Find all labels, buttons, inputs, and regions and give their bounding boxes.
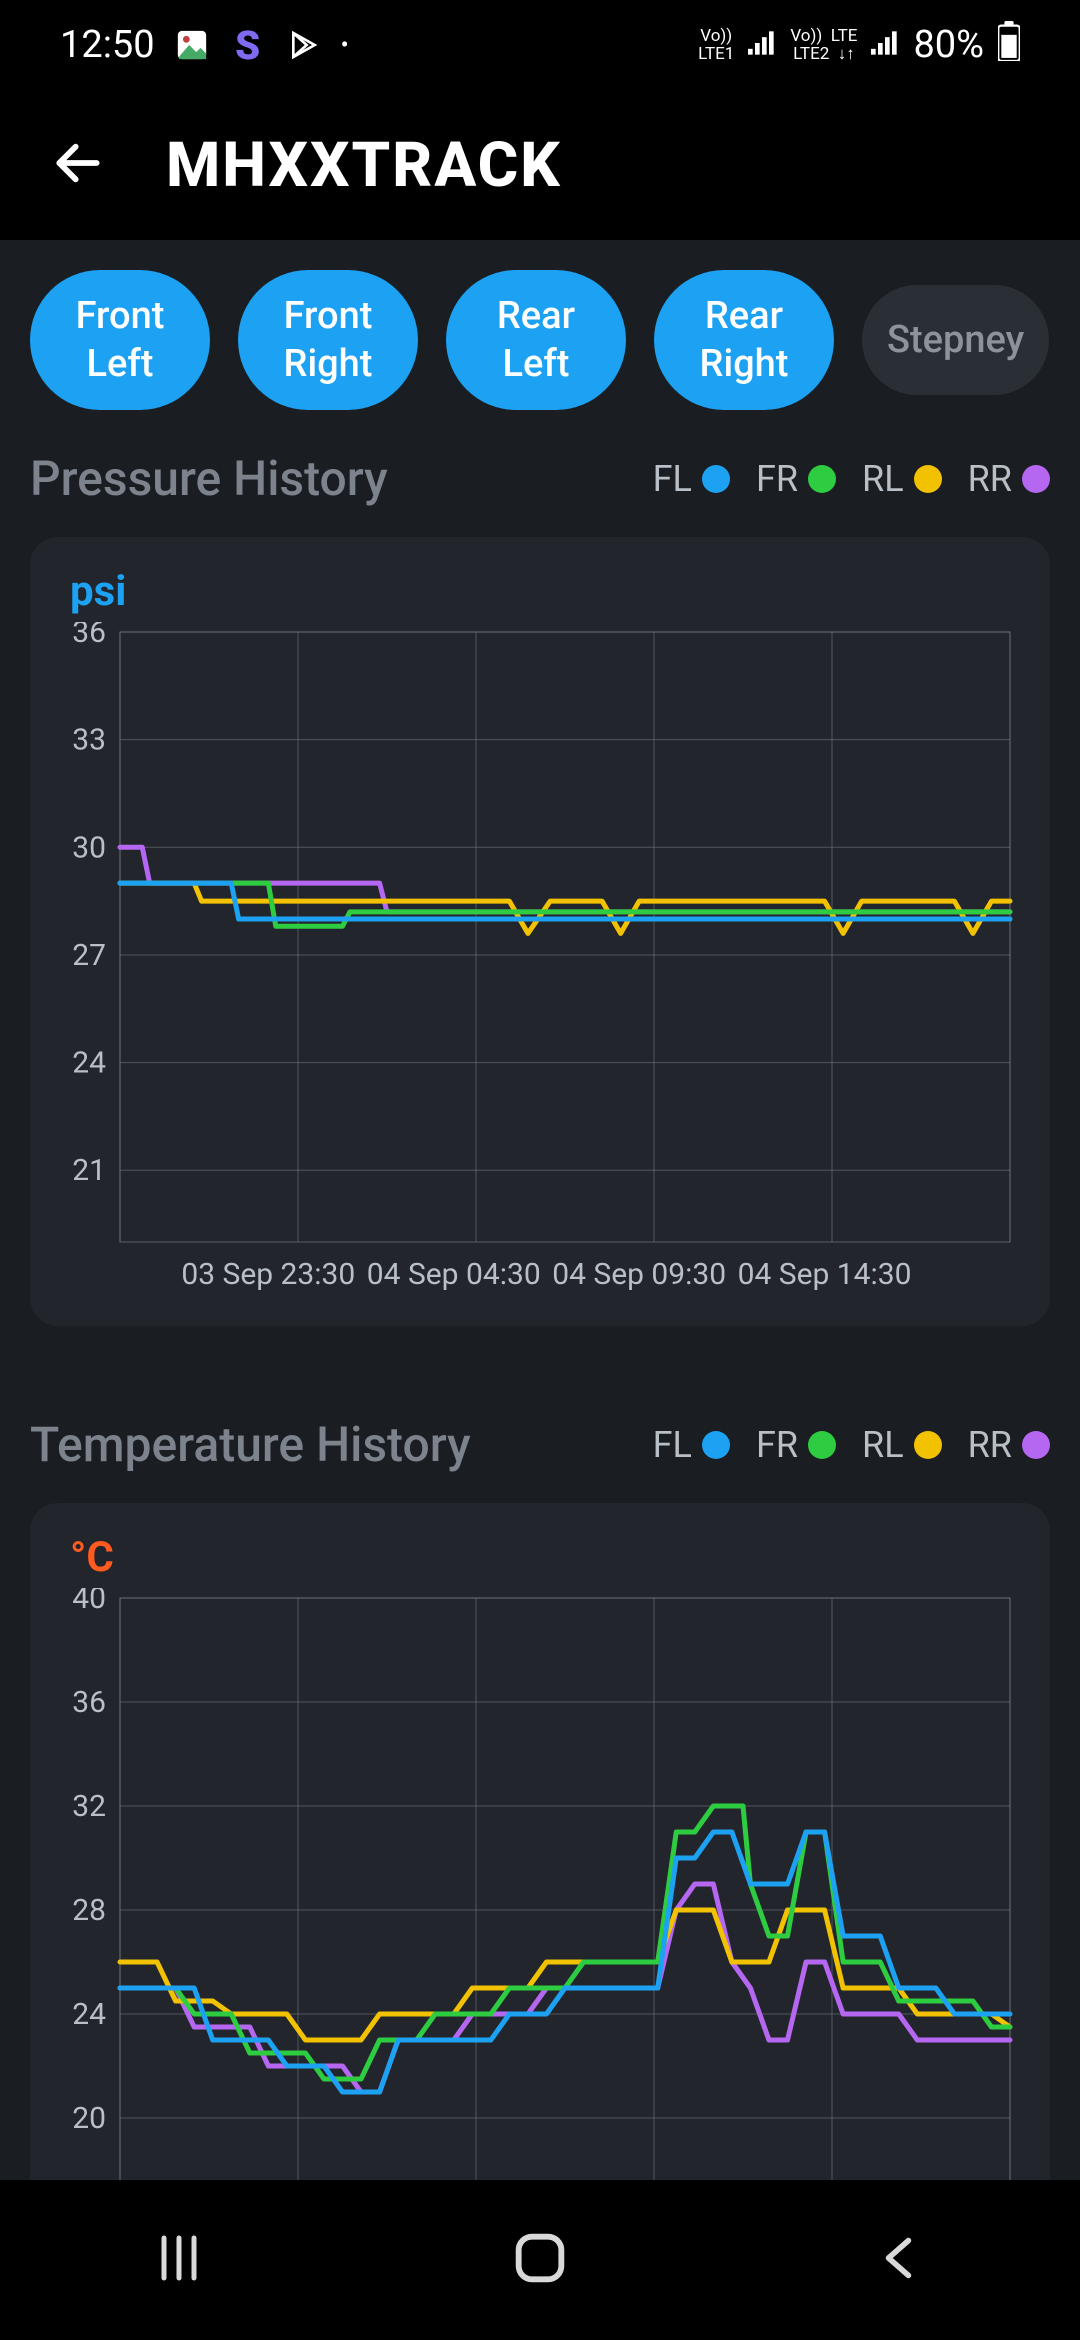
battery-percent: 80% [913,23,984,67]
pressure-unit: psi [70,567,1030,616]
legend-label: RR [968,458,1012,500]
legend-dot-icon [702,1431,730,1459]
tire-chip-label: Front [76,292,165,340]
legend-label: RR [968,1424,1012,1466]
legend-dot-icon [1022,465,1050,493]
legend-item-rl: RL [862,458,942,500]
legend-dot-icon [808,465,836,493]
back-button[interactable] [50,135,106,195]
tire-chip-label: Left [503,340,570,388]
pressure-title: Pressure History [30,450,388,507]
svg-text:28: 28 [72,1893,106,1928]
pressure-legend: FL FR RL RR [653,458,1050,500]
tire-filter-row: FrontLeftFrontRightRearLeftRearRightStep… [30,270,1050,410]
battery-icon [998,21,1020,69]
nav-back-button[interactable] [871,2228,931,2292]
pressure-header: Pressure History FL FR RL RR [30,450,1050,507]
svg-text:24: 24 [72,1997,106,2032]
temperature-header: Temperature History FL FR RL RR [30,1416,1050,1473]
svg-text:24: 24 [72,1046,106,1081]
tire-chip-label: Right [700,340,789,388]
pressure-chart-card: psi 21 24 27 30 33 36 03 Sep 23:30 04 Sep 04:30… [30,537,1050,1326]
legend-label: FL [653,1424,692,1466]
sim2-indicator: Vo)) LTELTE2 ↓↑ [790,27,857,63]
back-arrow-icon [50,135,106,191]
home-button[interactable] [508,2226,572,2294]
signal-icon-1 [748,28,776,63]
pressure-chart[interactable]: 21 24 27 30 33 36 03 Sep 23:30 04 Sep 04:30 04 S… [50,622,1030,1302]
status-time: 12:50 [60,23,155,67]
svg-text:33: 33 [72,723,106,758]
legend-label: RL [862,1424,904,1466]
s-icon: S [229,26,267,64]
legend-item-fr: FR [756,1424,836,1466]
status-left: 12:50 S • [60,23,349,67]
legend-dot-icon [1022,1431,1050,1459]
legend-item-fl: FL [653,1424,730,1466]
svg-text:04 Sep 14:30: 04 Sep 14:30 [738,1257,912,1292]
svg-text:36: 36 [72,1685,106,1720]
temperature-legend: FL FR RL RR [653,1424,1050,1466]
legend-label: FR [756,458,798,500]
tire-chip-label: Front [284,292,373,340]
svg-text:20: 20 [72,2101,106,2136]
svg-text:04 Sep 04:30: 04 Sep 04:30 [367,1257,541,1292]
legend-item-rl: RL [862,1424,942,1466]
temperature-unit: °C [70,1533,1030,1582]
temperature-title: Temperature History [30,1416,471,1473]
svg-text:04 Sep 09:30: 04 Sep 09:30 [552,1257,726,1292]
legend-dot-icon [808,1431,836,1459]
content-scroll[interactable]: FrontLeftFrontRightRearLeftRearRightStep… [0,240,1080,2340]
android-status-bar: 12:50 S • Vo))LTE1 Vo)) LTELTE2 ↓↑ 80% [0,0,1080,90]
recents-button[interactable] [149,2228,209,2292]
play-icon [285,26,323,64]
status-right: Vo))LTE1 Vo)) LTELTE2 ↓↑ 80% [698,21,1020,69]
svg-text:36: 36 [72,622,106,650]
tire-chip-stepney[interactable]: Stepney [862,285,1049,395]
dot-icon: • [341,31,349,59]
svg-text:30: 30 [72,830,106,865]
legend-dot-icon [914,1431,942,1459]
sim1-indicator: Vo))LTE1 [698,27,734,63]
legend-label: FL [653,458,692,500]
signal-icon-2 [871,28,899,63]
tire-chip-label: Rear [497,292,575,340]
legend-label: RL [862,458,904,500]
app-bar: MHXXTRACK [0,90,1080,240]
svg-text:21: 21 [72,1153,106,1188]
tire-chip-rear-left[interactable]: RearLeft [446,270,626,410]
tire-chip-label: Rear [705,292,783,340]
tire-chip-rear-right[interactable]: RearRight [654,270,834,410]
svg-text:32: 32 [72,1789,106,1824]
svg-text:27: 27 [72,938,106,973]
legend-label: FR [756,1424,798,1466]
tire-chip-label: Stepney [887,316,1024,364]
legend-item-fl: FL [653,458,730,500]
legend-item-rr: RR [968,458,1050,500]
gallery-icon [173,26,211,64]
legend-dot-icon [914,465,942,493]
tire-chip-label: Left [87,340,154,388]
app-title: MHXXTRACK [166,129,562,202]
legend-item-rr: RR [968,1424,1050,1466]
svg-text:40: 40 [72,1588,106,1616]
android-nav-bar [0,2180,1080,2340]
legend-dot-icon [702,465,730,493]
tire-chip-label: Right [284,340,373,388]
tire-chip-front-right[interactable]: FrontRight [238,270,418,410]
tire-chip-front-left[interactable]: FrontLeft [30,270,210,410]
svg-text:03 Sep 23:30: 03 Sep 23:30 [181,1257,355,1292]
legend-item-fr: FR [756,458,836,500]
